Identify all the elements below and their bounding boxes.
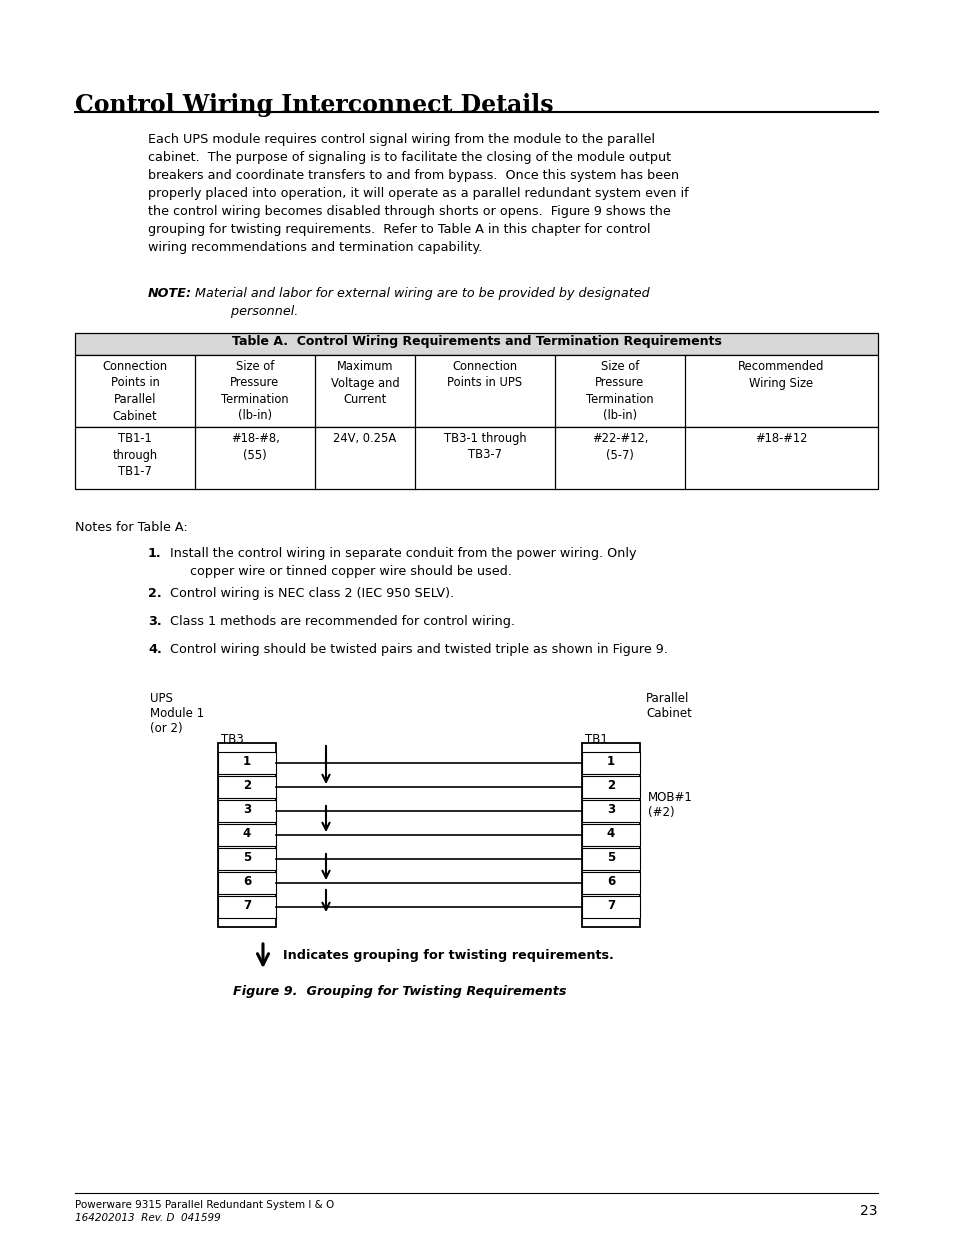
Text: Maximum
Voltage and
Current: Maximum Voltage and Current [331,359,399,406]
Bar [218,776,275,798]
Text: Parallel
Cabinet: Parallel Cabinet [645,692,691,720]
Bar [218,800,275,823]
Text: Recommended
Wiring Size: Recommended Wiring Size [738,359,823,389]
Bar [218,743,275,927]
Bar [75,333,877,354]
Text: 7: 7 [606,899,615,911]
Text: Notes for Table A:: Notes for Table A: [75,521,188,534]
Text: 5: 5 [606,851,615,864]
Text: Install the control wiring in separate conduit from the power wiring. Only
     : Install the control wiring in separate c… [170,547,636,578]
Bar [218,824,275,846]
Text: Size of
Pressure
Termination
(lb-in): Size of Pressure Termination (lb-in) [585,359,653,422]
Bar [581,752,639,774]
Text: Size of
Pressure
Termination
(lb-in): Size of Pressure Termination (lb-in) [221,359,289,422]
Text: #18-#12: #18-#12 [755,432,807,445]
Text: 5: 5 [243,851,251,864]
Bar [581,824,639,846]
Text: Control wiring should be twisted pairs and twisted triple as shown in Figure 9.: Control wiring should be twisted pairs a… [170,643,667,656]
Text: TB3-1 through
TB3-7: TB3-1 through TB3-7 [443,432,526,462]
Text: 2.: 2. [148,587,161,600]
Text: NOTE:: NOTE: [148,287,192,300]
Text: #18-#8,
(55): #18-#8, (55) [231,432,279,462]
Text: 4: 4 [243,827,251,840]
Text: TB3: TB3 [221,734,244,746]
Bar [75,427,877,489]
Text: 6: 6 [606,876,615,888]
Bar [581,743,639,927]
Text: Connection
Points in UPS: Connection Points in UPS [447,359,522,389]
Text: Control Wiring Interconnect Details: Control Wiring Interconnect Details [75,93,553,117]
Bar [75,354,877,427]
Text: 23: 23 [860,1204,877,1218]
Bar [218,872,275,894]
Text: Material and labor for external wiring are to be provided by designated
        : Material and labor for external wiring a… [191,287,649,317]
Bar [581,872,639,894]
Text: MOB#1
(#2): MOB#1 (#2) [647,790,692,819]
Text: TB1: TB1 [584,734,607,746]
Bar [218,897,275,918]
Text: 1.: 1. [148,547,161,559]
Bar [581,848,639,869]
Text: Class 1 methods are recommended for control wiring.: Class 1 methods are recommended for cont… [170,615,515,629]
Bar [581,800,639,823]
Text: 6: 6 [243,876,251,888]
Text: 4: 4 [606,827,615,840]
Text: TB1-1
through
TB1-7: TB1-1 through TB1-7 [112,432,157,478]
Bar [218,752,275,774]
Text: 3: 3 [606,803,615,816]
Text: Control wiring is NEC class 2 (IEC 950 SELV).: Control wiring is NEC class 2 (IEC 950 S… [170,587,454,600]
Text: 24V, 0.25A: 24V, 0.25A [333,432,396,445]
Bar [581,897,639,918]
Text: 2: 2 [243,779,251,792]
Text: 4.: 4. [148,643,162,656]
Text: Powerware 9315 Parallel Redundant System I & O: Powerware 9315 Parallel Redundant System… [75,1200,334,1210]
Text: Table A.  Control Wiring Requirements and Termination Requirements: Table A. Control Wiring Requirements and… [232,335,720,347]
Text: 1: 1 [243,755,251,768]
Text: 3.: 3. [148,615,161,629]
Text: Each UPS module requires control signal wiring from the module to the parallel
c: Each UPS module requires control signal … [148,133,688,254]
Text: 1: 1 [606,755,615,768]
Text: Figure 9.  Grouping for Twisting Requirements: Figure 9. Grouping for Twisting Requirem… [233,986,566,998]
Text: #22-#12,
(5-7): #22-#12, (5-7) [591,432,647,462]
Text: 164202013  Rev. D  041599: 164202013 Rev. D 041599 [75,1213,220,1223]
Bar [581,776,639,798]
Text: 2: 2 [606,779,615,792]
Text: Indicates grouping for twisting requirements.: Indicates grouping for twisting requirem… [283,948,613,962]
Text: Connection
Points in
Parallel
Cabinet: Connection Points in Parallel Cabinet [102,359,168,422]
Text: UPS
Module 1
(or 2): UPS Module 1 (or 2) [150,692,204,735]
Bar [218,848,275,869]
Text: 3: 3 [243,803,251,816]
Text: 7: 7 [243,899,251,911]
